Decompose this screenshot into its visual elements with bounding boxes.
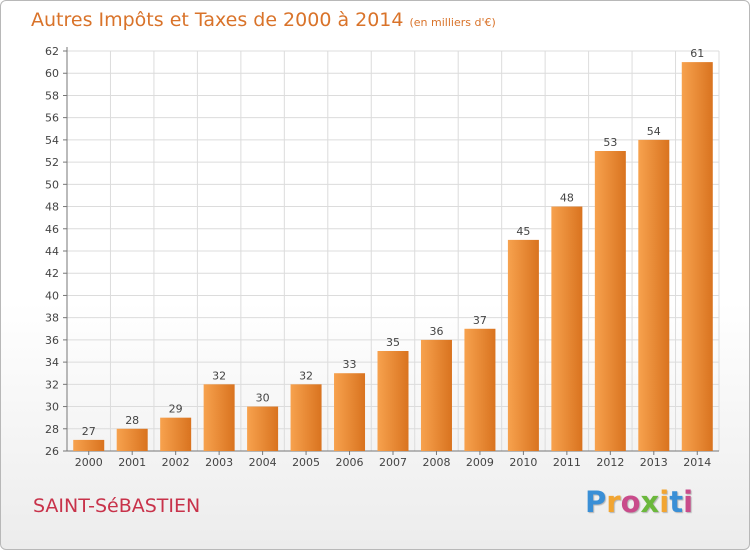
- data-labels: 27 28 29 32 30 32 33 35 36 37 45 48 53 54 61: [82, 47, 705, 438]
- town-name: SAINT-SéBASTIEN: [33, 495, 201, 517]
- x-tick-label-2003: 2003: [205, 456, 233, 469]
- y-tick-label-46: 46: [45, 223, 59, 236]
- logo-letter-5: t: [669, 485, 684, 519]
- x-tick-label-2006: 2006: [336, 456, 364, 469]
- logo-letter-1: r: [606, 485, 621, 519]
- logo-letter-0: P: [585, 485, 607, 519]
- value-label-2001: 28: [125, 414, 139, 427]
- axes: 26 28 30 32 34 36 38 40 42 44 46 48 50 52 54 56 58 60 62 20…: [45, 45, 719, 469]
- x-tick-label-2010: 2010: [509, 456, 537, 469]
- y-tick-label-62: 62: [45, 45, 59, 58]
- bars: [73, 62, 713, 451]
- y-tick-label-58: 58: [45, 89, 59, 102]
- y-tick-label-42: 42: [45, 267, 59, 280]
- value-label-2004: 30: [256, 392, 270, 405]
- proxiti-logo: Proxiti: [585, 485, 693, 519]
- value-label-2002: 29: [169, 403, 183, 416]
- value-label-2014: 61: [690, 47, 704, 60]
- value-label-2010: 45: [516, 225, 530, 238]
- value-label-2006: 33: [343, 358, 357, 371]
- bar-2000: [73, 439, 105, 451]
- y-tick-label-36: 36: [45, 334, 59, 347]
- x-tick-label-2004: 2004: [249, 456, 277, 469]
- bar-2003: [203, 384, 235, 451]
- x-tick-label-2011: 2011: [553, 456, 581, 469]
- y-tick-label-50: 50: [45, 178, 59, 191]
- chart-title-text: Autres Impôts et Taxes de 2000 à 2014: [31, 9, 404, 31]
- x-tick-label-2012: 2012: [596, 456, 624, 469]
- value-label-2007: 35: [386, 336, 400, 349]
- logo-letter-6: i: [683, 485, 694, 519]
- value-label-2013: 54: [647, 125, 661, 138]
- bar-2001: [116, 428, 148, 451]
- x-tick-label-2013: 2013: [640, 456, 668, 469]
- x-tick-label-2005: 2005: [292, 456, 320, 469]
- bar-2014: [681, 62, 713, 451]
- y-tick-label-32: 32: [45, 378, 59, 391]
- bar-2002: [160, 417, 192, 451]
- x-tick-label-2007: 2007: [379, 456, 407, 469]
- x-tick-label-2014: 2014: [683, 456, 711, 469]
- logo-letter-4: i: [659, 485, 670, 519]
- y-tick-label-26: 26: [45, 445, 59, 458]
- y-tick-label-30: 30: [45, 401, 59, 414]
- y-tick-label-54: 54: [45, 134, 59, 147]
- bar-2013: [638, 139, 670, 451]
- y-tick-label-48: 48: [45, 201, 59, 214]
- x-tick-label-2001: 2001: [118, 456, 146, 469]
- bar-2012: [594, 151, 626, 451]
- bar-2008: [420, 339, 452, 451]
- chart-subtitle: (en milliers d'€): [409, 16, 496, 29]
- chart-title: Autres Impôts et Taxes de 2000 à 2014 (en…: [31, 9, 496, 31]
- bar-2010: [507, 239, 539, 451]
- y-tick-label-52: 52: [45, 156, 59, 169]
- x-tick-label-2008: 2008: [422, 456, 450, 469]
- bar-2005: [290, 384, 322, 451]
- y-tick-label-44: 44: [45, 245, 59, 258]
- y-tick-label-40: 40: [45, 289, 59, 302]
- value-label-2011: 48: [560, 192, 574, 205]
- logo-letter-3: x: [640, 485, 660, 519]
- x-tick-label-2002: 2002: [162, 456, 190, 469]
- bar-2006: [334, 373, 366, 451]
- bar-2011: [551, 206, 583, 451]
- y-tick-label-60: 60: [45, 67, 59, 80]
- y-tick-label-38: 38: [45, 312, 59, 325]
- y-tick-label-34: 34: [45, 356, 59, 369]
- x-tick-label-2009: 2009: [466, 456, 494, 469]
- bar-2009: [464, 328, 496, 451]
- value-label-2008: 36: [429, 325, 443, 338]
- logo-letter-2: o: [620, 485, 641, 519]
- value-label-2003: 32: [212, 369, 226, 382]
- y-tick-label-56: 56: [45, 112, 59, 125]
- bar-2004: [247, 406, 279, 451]
- bar-2007: [377, 351, 409, 451]
- value-label-2009: 37: [473, 314, 487, 327]
- y-tick-label-28: 28: [45, 423, 59, 436]
- x-tick-label-2000: 2000: [75, 456, 103, 469]
- value-label-2000: 27: [82, 425, 96, 438]
- value-label-2012: 53: [603, 136, 617, 149]
- value-label-2005: 32: [299, 369, 313, 382]
